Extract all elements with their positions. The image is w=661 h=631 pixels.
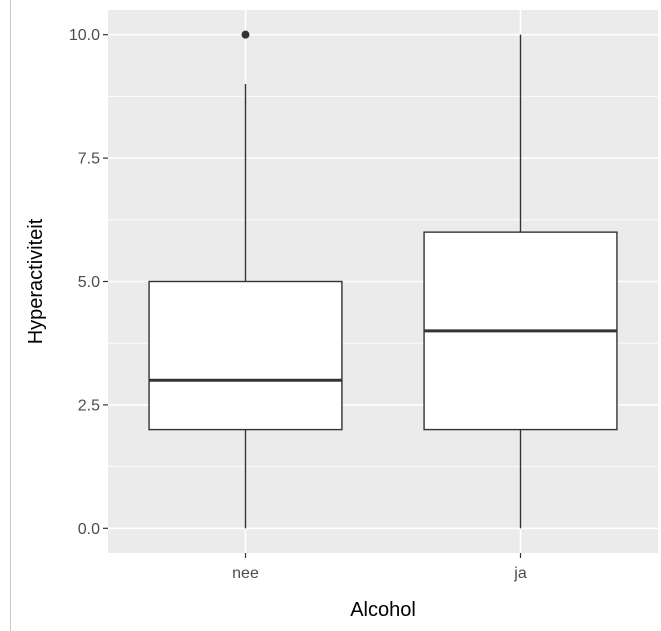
- x-tick-label-ja: ja: [513, 565, 527, 582]
- y-tick-label: 2.5: [78, 397, 100, 414]
- page-left-border: [10, 0, 11, 631]
- outlier-point: [241, 30, 250, 39]
- y-tick-label: 5.0: [78, 274, 100, 291]
- box-ja: [423, 34, 618, 529]
- x-axis: nee ja: [232, 553, 527, 582]
- box-nee: [148, 30, 343, 529]
- y-axis: 0.0 2.5 5.0 7.5 10.0: [69, 27, 108, 538]
- y-tick-label: 0.0: [78, 521, 100, 538]
- x-axis-title: Alcohol: [350, 599, 416, 621]
- iqr-box: [148, 280, 343, 431]
- y-axis-title: Hyperactiviteit: [25, 218, 47, 344]
- x-tick-label-nee: nee: [232, 565, 259, 582]
- y-tick-label: 7.5: [78, 151, 100, 168]
- y-tick-label: 10.0: [69, 27, 100, 44]
- boxes: [148, 30, 618, 529]
